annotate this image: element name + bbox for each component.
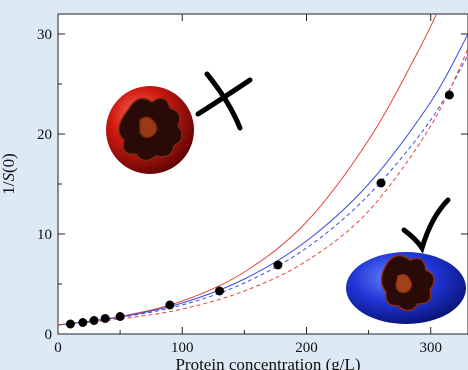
y-tick-label: 20 xyxy=(37,127,52,143)
ticks-layer: 0 100 200 300 0 10 20 30 xyxy=(37,14,468,356)
data-point xyxy=(444,90,454,100)
data-point xyxy=(215,286,225,296)
data-point xyxy=(165,300,175,310)
curves-layer xyxy=(58,14,468,326)
y-tick-label: 0 xyxy=(45,327,53,343)
ellipsoid-illustration xyxy=(346,197,466,324)
data-point xyxy=(78,318,88,327)
cross-mark-icon xyxy=(195,71,253,131)
points-layer xyxy=(65,90,454,329)
data-point xyxy=(89,316,99,325)
x-tick-label: 200 xyxy=(295,340,318,356)
data-point xyxy=(65,319,75,329)
y-tick-label: 30 xyxy=(37,27,52,43)
sphere-illustration xyxy=(106,71,253,174)
x-tick-label: 300 xyxy=(419,340,442,356)
fit-curve-2 xyxy=(58,33,468,326)
protein-blob-icon xyxy=(118,97,183,162)
check-mark-icon xyxy=(401,197,451,254)
y-tick-label: 10 xyxy=(37,227,52,243)
fit-curve-3 xyxy=(58,54,468,326)
fit-curve-4 xyxy=(58,48,468,326)
data-point xyxy=(273,260,283,270)
data-point xyxy=(115,312,125,321)
x-tick-label: 100 xyxy=(171,340,194,356)
y-axis-label: 1/S(0) xyxy=(0,153,18,195)
protein-blob-icon xyxy=(380,254,435,312)
data-point xyxy=(376,178,386,188)
data-point xyxy=(100,314,110,323)
x-tick-label: 0 xyxy=(54,340,62,356)
x-axis-label: Protein concentration (g/L) xyxy=(175,355,360,370)
fit-curve-1 xyxy=(58,14,438,326)
